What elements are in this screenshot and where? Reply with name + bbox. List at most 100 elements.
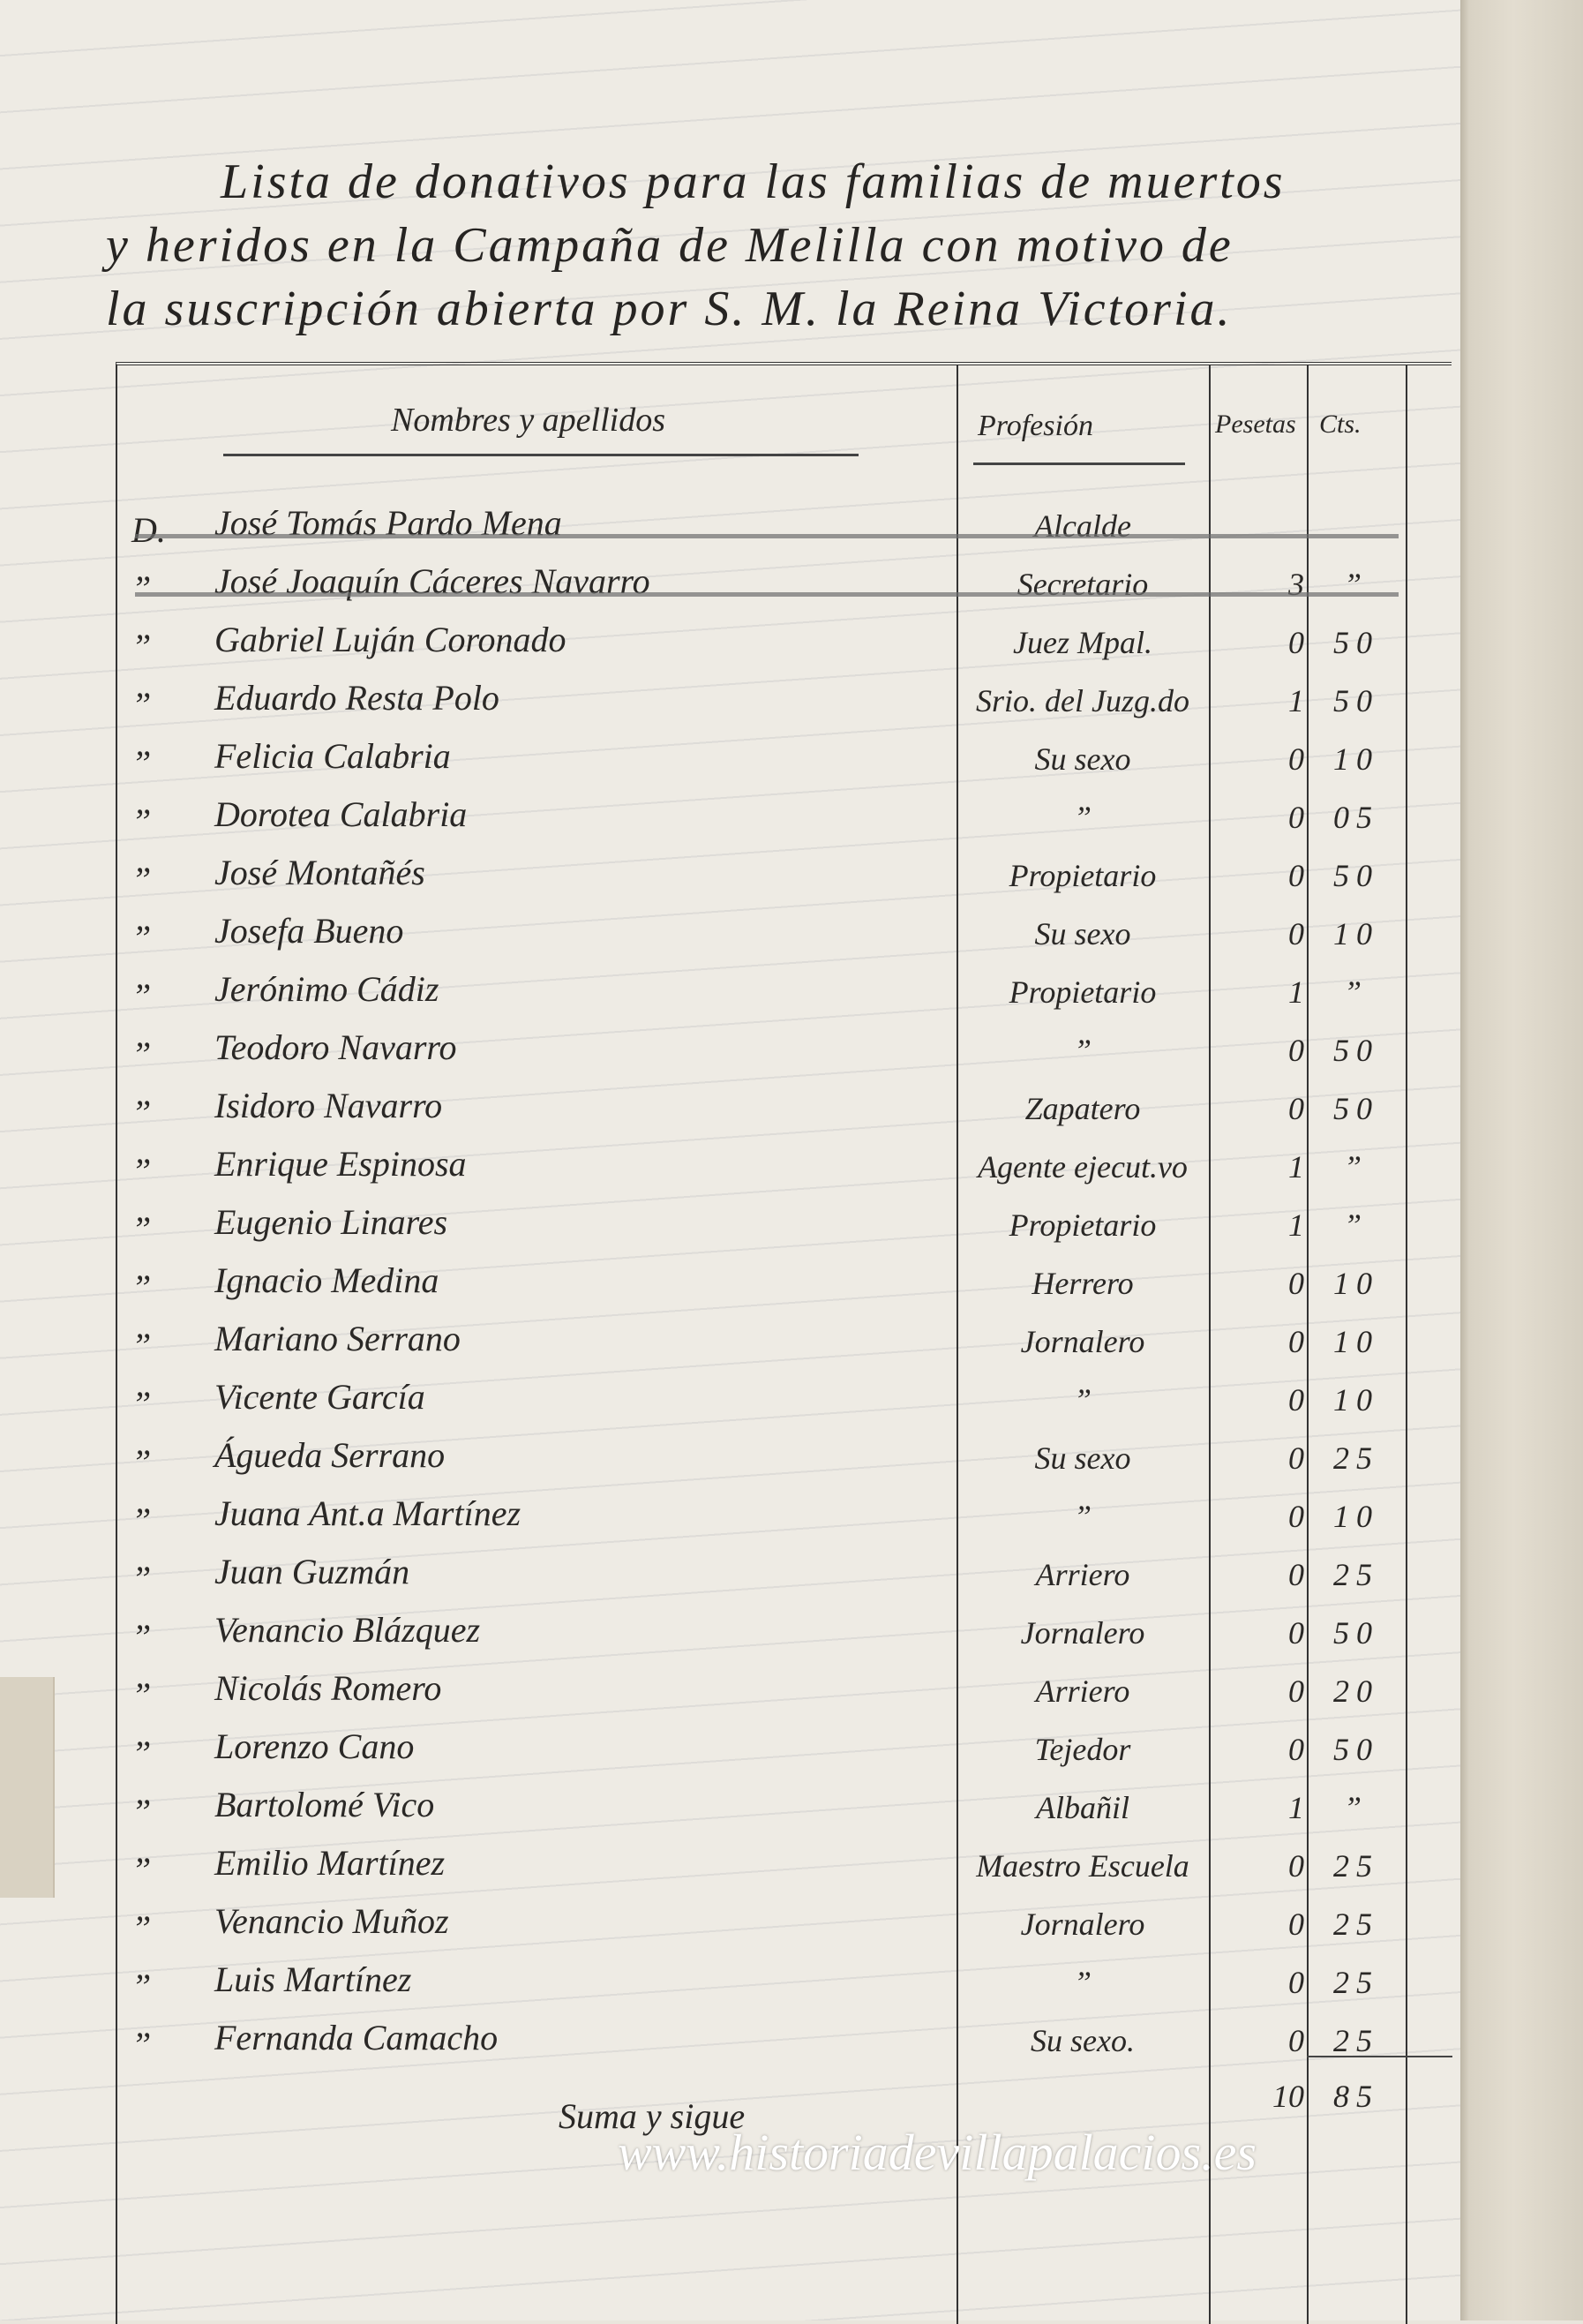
donor-name: Jerónimo Cádiz [214,969,439,1009]
amount-pesetas: 0 [1288,916,1304,951]
table-row: ” José Joaquín Cáceres Navarro Secretario 3… [117,560,1452,613]
header-name: Nombres y apellidos [391,402,666,439]
amount-centimos: 10 [1333,916,1379,951]
amount-pesetas: 0 [1288,1440,1304,1476]
row-prefix: ” [131,1151,152,1191]
amount-centimos: 50 [1333,1615,1379,1651]
donor-profession: Jornalero [1020,1615,1145,1651]
table-row: ” José Montañés Propietario 0 50 [117,852,1452,905]
donor-name: Lorenzo Cano [214,1726,415,1766]
amount-pesetas: 0 [1288,1673,1304,1709]
donor-profession: Arriero [1035,1673,1130,1709]
table-row: ” Ignacio Medina Herrero 0 10 [117,1260,1452,1312]
table-row: ” Águeda Serrano Su sexo 0 25 [117,1434,1452,1487]
donor-name: Mariano Serrano [214,1319,461,1358]
page-edge-left [0,1677,55,1898]
table-row: ” Venancio Blázquez Jornalero 0 50 [117,1609,1452,1662]
ledger-page [0,0,1465,2320]
total-centimos: 85 [1333,2079,1379,2114]
table-row: ” Teodoro Navarro ” 0 50 [117,1027,1452,1079]
row-prefix: ” [131,1500,152,1540]
table-row: ” Juan Guzmán Arriero 0 25 [117,1551,1452,1604]
table-row: ” Josefa Bueno Su sexo 0 10 [117,910,1452,963]
table-row: D. José Tomás Pardo Mena Alcalde [117,502,1452,555]
amount-centimos: 50 [1333,683,1379,718]
amount-centimos: ” [1343,974,1369,1010]
table-row: ” Juana Ant.a Martínez ” 0 10 [117,1493,1452,1546]
amount-pesetas: 0 [1288,1907,1304,1942]
row-prefix: ” [131,1267,152,1307]
donor-profession: Agente ejecut.vo [978,1149,1188,1185]
donor-profession: Jornalero [1020,1907,1145,1942]
amount-centimos: 50 [1333,858,1379,893]
donor-name: Ignacio Medina [214,1260,439,1300]
amount-pesetas: 0 [1288,625,1304,660]
amount-pesetas: 0 [1288,1499,1304,1534]
donor-profession: ” [1073,1965,1092,2000]
column-divider [1307,365,1309,2324]
donor-profession: Su sexo [1034,741,1131,777]
donor-profession: ” [1073,1499,1092,1534]
row-prefix: ” [131,1850,152,1890]
amount-centimos: 50 [1333,1033,1379,1068]
amount-pesetas: 0 [1288,1848,1304,1884]
donor-name: Venancio Muñoz [214,1901,449,1941]
donor-profession: Tejedor [1034,1732,1131,1767]
donor-profession: Herrero [1032,1266,1134,1301]
row-prefix: ” [131,743,152,783]
donor-profession: Su sexo. [1031,2023,1135,2058]
donor-name: José Joaquín Cáceres Navarro [214,561,650,601]
amount-centimos: 25 [1333,1848,1379,1884]
watermark: www.historiadevillapalacios.es [618,2124,1257,2181]
donor-profession: Zapatero [1024,1091,1141,1126]
amount-centimos: 10 [1333,741,1379,777]
table-row: ” Fernanda Camacho Su sexo. 0 25 [117,2017,1452,2070]
row-prefix: ” [131,860,152,899]
amount-pesetas: 0 [1288,1091,1304,1126]
amount-centimos: 25 [1333,1440,1379,1476]
amount-centimos: 10 [1333,1324,1379,1359]
title-line: la suscripción abierta por S. M. la Rein… [106,282,1233,336]
donor-name: Eugenio Linares [214,1202,448,1242]
donor-name: Eduardo Resta Polo [214,678,499,718]
amount-pesetas: 1 [1288,1790,1304,1825]
row-prefix: ” [131,568,152,608]
amount-pesetas: 0 [1288,1557,1304,1592]
amount-pesetas: 0 [1288,1266,1304,1301]
table-row: ” Dorotea Calabria ” 0 05 [117,793,1452,846]
donor-name: Venancio Blázquez [214,1610,481,1650]
donor-profession: ” [1073,800,1092,835]
row-prefix: ” [131,1675,152,1715]
header-underline [223,454,859,456]
amount-centimos: 50 [1333,625,1379,660]
amount-centimos: ” [1343,1790,1369,1825]
page-edge-right [1460,0,1583,2320]
amount-pesetas: 1 [1288,683,1304,718]
donor-profession: Albañil [1036,1790,1129,1825]
header-centimos: Cts. [1319,410,1362,439]
table-row: ” Lorenzo Cano Tejedor 0 50 [117,1726,1452,1779]
donations-table: Nombres y apellidos Profesión Pesetas Ct… [116,362,1452,2324]
row-prefix: ” [131,1967,152,2006]
donor-name: Isidoro Navarro [214,1086,443,1125]
donor-profession: Propietario [1009,858,1157,893]
amount-pesetas: 1 [1288,1207,1304,1243]
table-row: ” Eduardo Resta Polo Srio. del Juzg.do 1 50 [117,677,1452,730]
donor-name: Nicolás Romero [214,1668,442,1708]
amount-pesetas: 0 [1288,1033,1304,1068]
column-divider [1209,365,1211,2324]
donor-name: José Montañés [214,853,425,892]
amount-centimos: 10 [1333,1499,1379,1534]
amount-centimos: 25 [1333,1907,1379,1942]
row-prefix: ” [131,627,152,666]
donor-name: Emilio Martínez [214,1843,446,1883]
row-prefix: ” [131,801,152,841]
amount-pesetas: 1 [1288,1149,1304,1185]
donor-profession: Jornalero [1020,1324,1145,1359]
donor-profession: Alcalde [1034,508,1131,544]
amount-centimos: 05 [1333,800,1379,835]
total-rule [1307,2056,1452,2057]
header-underline [973,463,1185,465]
row-prefix: ” [131,1326,152,1365]
donor-name: Gabriel Luján Coronado [214,620,566,659]
